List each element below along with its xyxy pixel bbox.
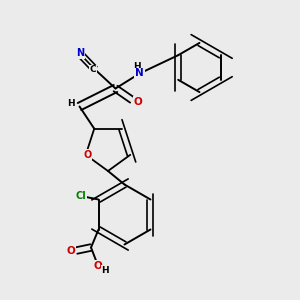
Text: H: H	[67, 99, 74, 108]
Text: C: C	[90, 65, 96, 74]
Text: O: O	[134, 97, 142, 107]
Text: Cl: Cl	[76, 191, 86, 201]
Text: H: H	[133, 62, 140, 71]
Text: N: N	[135, 68, 144, 79]
Text: N: N	[76, 48, 84, 58]
Text: O: O	[83, 150, 92, 160]
Text: O: O	[66, 246, 75, 256]
Text: O: O	[94, 261, 102, 271]
Text: H: H	[102, 266, 109, 275]
